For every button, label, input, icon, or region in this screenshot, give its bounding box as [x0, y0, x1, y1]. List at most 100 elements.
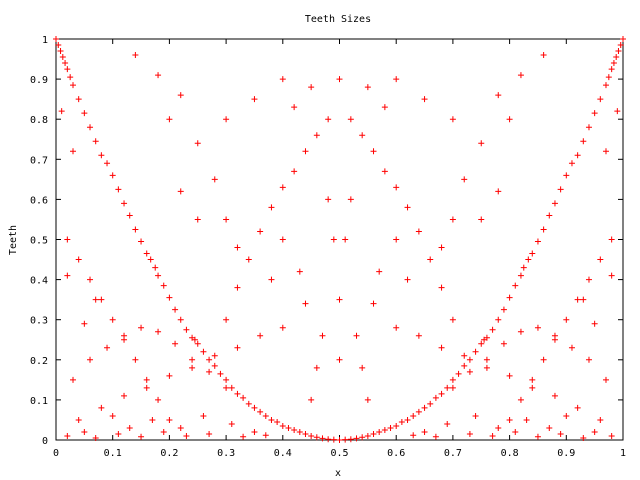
scatter-point: [602, 82, 609, 89]
scatter-point: [520, 264, 527, 271]
scatter-point: [495, 316, 502, 323]
scatter-point: [126, 424, 133, 431]
scatter-point: [75, 256, 82, 263]
scatter-point: [472, 348, 479, 355]
scatter-point: [489, 326, 496, 333]
scatter-point: [313, 132, 320, 139]
scatter-point: [189, 356, 196, 363]
scatter-point: [359, 434, 366, 441]
x-tick-label: 1: [620, 448, 626, 459]
scatter-point: [529, 384, 536, 391]
scatter-point: [55, 42, 62, 49]
scatter-point: [525, 256, 532, 263]
scatter-point: [57, 48, 64, 55]
scatter-point: [98, 152, 105, 159]
scatter-point: [608, 66, 615, 73]
scatter-point: [410, 412, 417, 419]
scatter-point: [478, 140, 485, 147]
scatter-point: [64, 432, 71, 439]
scatter-point: [449, 316, 456, 323]
scatter-point: [325, 116, 332, 123]
scatter-point: [223, 384, 230, 391]
x-tick-label: 0: [53, 448, 59, 459]
scatter-point: [605, 74, 612, 81]
y-axis-label: Teeth: [8, 225, 19, 255]
scatter-point: [517, 272, 524, 279]
y-tick-label: 0.4: [30, 276, 48, 287]
scatter-point: [438, 390, 445, 397]
y-tick-label: 0: [42, 436, 48, 447]
y-tick-label: 0.3: [30, 316, 48, 327]
scatter-point: [132, 226, 139, 233]
scatter-point: [472, 412, 479, 419]
scatter-point: [444, 420, 451, 427]
scatter-point: [364, 432, 371, 439]
scatter-point: [172, 306, 179, 313]
scatter-point: [591, 110, 598, 117]
scatter-point: [421, 428, 428, 435]
scatter-point: [461, 362, 468, 369]
scatter-point: [234, 284, 241, 291]
scatter-point: [483, 356, 490, 363]
scatter-point: [449, 116, 456, 123]
scatter-point: [557, 430, 564, 437]
scatter-point: [381, 104, 388, 111]
scatter-point: [489, 432, 496, 439]
scatter-point: [353, 435, 360, 442]
scatter-point: [217, 370, 224, 377]
scatter-point: [591, 320, 598, 327]
scatter-point: [342, 236, 349, 243]
scatter-point: [517, 328, 524, 335]
scatter-point: [223, 316, 230, 323]
scatter-point: [138, 433, 145, 440]
scatter-point: [432, 394, 439, 401]
scatter-point: [330, 236, 337, 243]
scatter-point: [336, 356, 343, 363]
scatter-point: [500, 340, 507, 347]
scatter-point: [591, 428, 598, 435]
chart-title: Teeth Sizes: [305, 14, 371, 25]
scatter-point: [404, 204, 411, 211]
scatter-point: [308, 432, 315, 439]
scatter-point: [223, 116, 230, 123]
scatter-point: [115, 430, 122, 437]
scatter-point: [495, 92, 502, 99]
scatter-point: [415, 408, 422, 415]
scatter-point: [302, 148, 309, 155]
scatter-point: [319, 435, 326, 442]
scatter-point: [574, 404, 581, 411]
scatter-point: [517, 72, 524, 79]
scatter-point: [438, 284, 445, 291]
scatter-point: [444, 384, 451, 391]
scatter-point: [132, 52, 139, 59]
x-axis-ticks: 0 0.1 0.2 0.3 0.4 0.5 0.6 0.7 0.8 0.9 1: [53, 39, 626, 459]
scatter-point: [62, 60, 69, 67]
scatter-point: [466, 430, 473, 437]
scatter-point: [155, 328, 162, 335]
scatter-point: [152, 264, 159, 271]
y-axis-ticks: 0 0.1 0.2 0.3 0.4 0.5 0.6 0.7 0.8 0.9 1: [30, 35, 623, 447]
y-tick-label: 1: [42, 35, 48, 46]
scatter-point: [568, 160, 575, 167]
scatter-point: [393, 422, 400, 429]
y-tick-label: 0.8: [30, 115, 48, 126]
scatter-point: [620, 36, 626, 42]
scatter-point: [302, 300, 309, 307]
x-tick-label: 0.7: [444, 448, 462, 459]
scatter-point: [546, 212, 553, 219]
scatter-point: [155, 396, 162, 403]
scatter-point: [410, 432, 417, 439]
scatter-point: [279, 422, 286, 429]
scatter-point: [98, 404, 105, 411]
scatter-point: [393, 236, 400, 243]
scatter-point: [268, 416, 275, 423]
scatter-point: [330, 436, 337, 443]
scatter-point: [87, 124, 94, 131]
scatter-point: [104, 344, 111, 351]
scatter-point: [376, 268, 383, 275]
scatter-point: [466, 368, 473, 375]
scatter-point: [540, 52, 547, 59]
scatter-point: [234, 390, 241, 397]
